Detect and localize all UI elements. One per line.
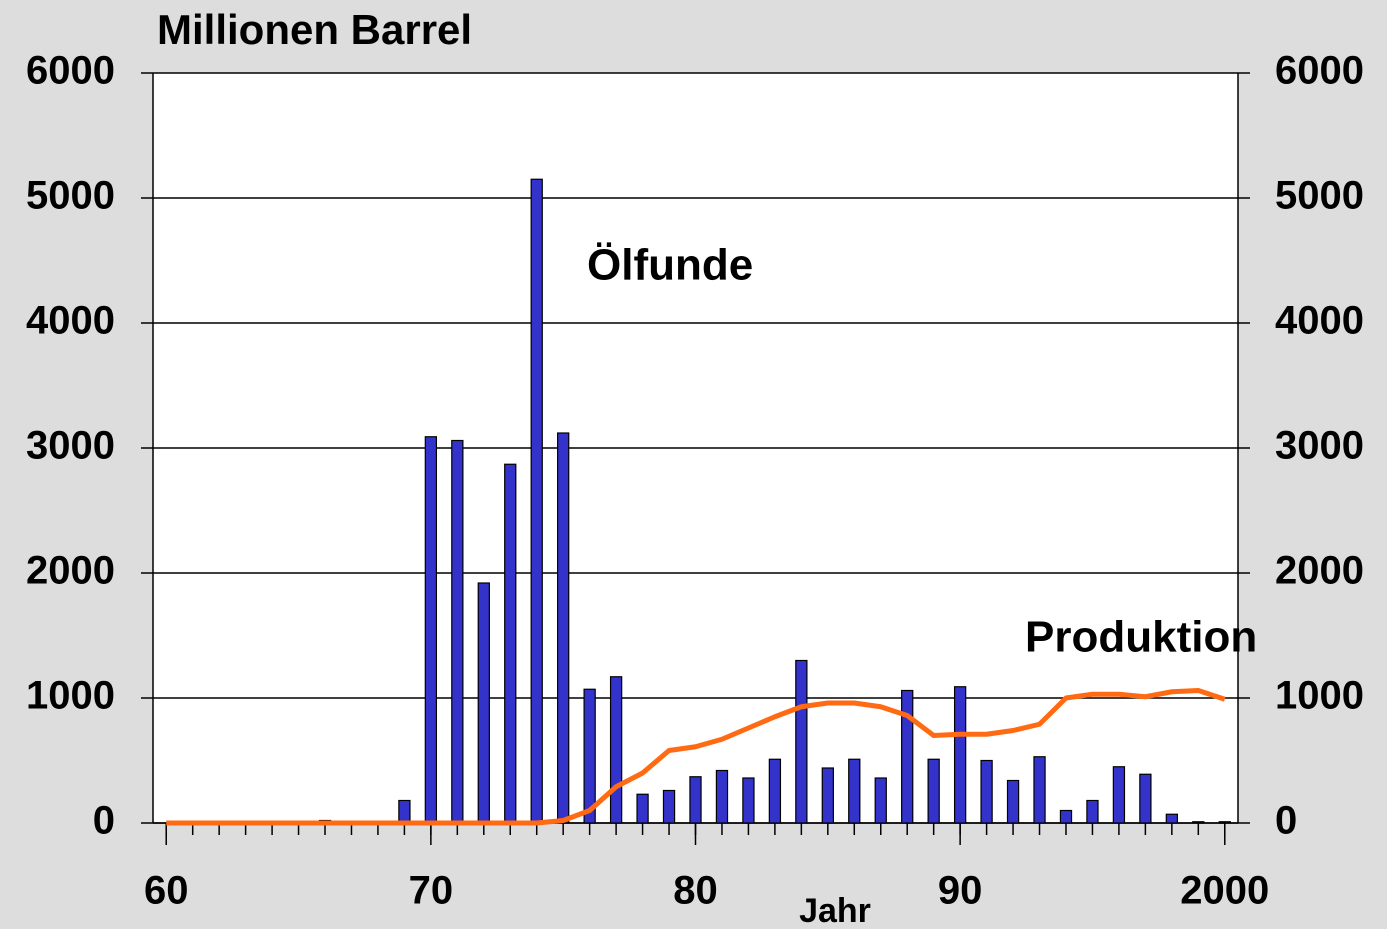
bar (451, 439, 464, 824)
bar (874, 777, 887, 824)
x-tick-label: 2000 (1180, 869, 1269, 913)
bar (848, 758, 861, 824)
bar (742, 777, 755, 824)
y-tick-label: 1000 (26, 674, 115, 718)
x-tick-label: 60 (144, 869, 189, 913)
chart-title: Millionen Barrel (157, 6, 472, 53)
series-label: Produktion (1025, 613, 1257, 662)
bar (927, 758, 940, 824)
bar (424, 436, 438, 824)
x-tick-label: 90 (938, 869, 983, 913)
y2-tick-label: 1000 (1275, 674, 1364, 718)
bar (795, 659, 808, 824)
bar (1033, 756, 1046, 824)
y-tick-label: 0 (93, 799, 115, 843)
series-label: Ölfunde (587, 241, 753, 290)
x-tick-label: 80 (673, 869, 718, 913)
bar (901, 689, 914, 824)
y-tick-label: 4000 (26, 299, 115, 343)
bar (398, 799, 411, 824)
bar (609, 676, 623, 824)
bar (662, 789, 676, 824)
y2-tick-label: 4000 (1275, 299, 1364, 343)
bar (504, 463, 517, 824)
bar (1218, 821, 1231, 824)
bar (583, 688, 596, 824)
bar (821, 767, 834, 824)
bar (689, 776, 702, 824)
bar (1192, 821, 1205, 824)
bar (1139, 773, 1152, 824)
y2-tick-label: 2000 (1275, 549, 1364, 593)
bar (1086, 799, 1099, 824)
bar (1112, 766, 1126, 824)
y2-tick-label: 0 (1275, 799, 1297, 843)
y-tick-label: 3000 (26, 424, 115, 468)
bar (1059, 809, 1073, 824)
x-axis-label: Jahr (799, 892, 871, 929)
bar (477, 582, 490, 824)
bar (768, 758, 782, 824)
x-tick-label: 70 (409, 869, 454, 913)
y-tick-label: 5000 (26, 174, 115, 218)
bar (715, 769, 729, 824)
y2-tick-label: 3000 (1275, 424, 1364, 468)
y2-tick-label: 5000 (1275, 174, 1364, 218)
bar (1006, 779, 1020, 824)
bar (953, 686, 967, 824)
bar (1165, 813, 1178, 824)
y-tick-label: 6000 (26, 49, 115, 93)
y2-tick-label: 6000 (1275, 49, 1364, 93)
bar (980, 759, 993, 824)
line (166, 688, 1226, 826)
y-tick-label: 2000 (26, 549, 115, 593)
bar (530, 178, 543, 824)
bar (636, 793, 649, 824)
bar (557, 432, 570, 824)
